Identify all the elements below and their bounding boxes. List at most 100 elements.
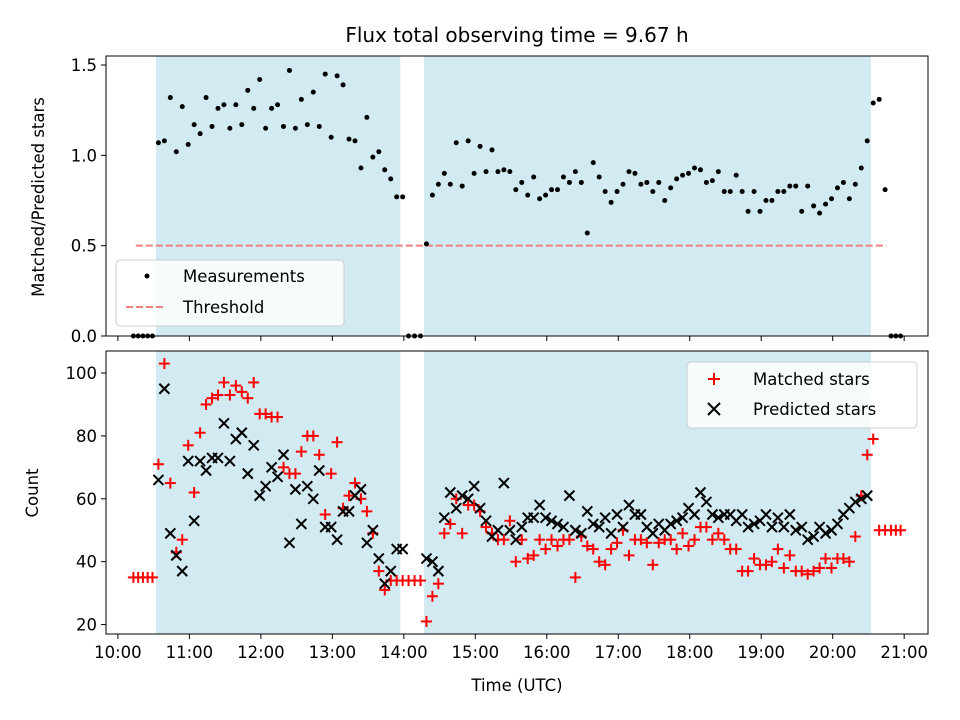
legend-measurement-label: Measurements xyxy=(183,267,305,286)
predicted-star-point xyxy=(325,521,337,533)
measurement-point xyxy=(709,178,715,184)
measurement-point xyxy=(537,196,543,202)
y-tick-label: 0.5 xyxy=(71,237,97,256)
predicted-star-point xyxy=(700,496,713,508)
measurement-point xyxy=(310,89,316,95)
x-b xyxy=(313,464,325,477)
predicted-star-point xyxy=(557,521,570,533)
matched-star-point xyxy=(528,549,540,561)
x-b xyxy=(748,518,760,530)
x-b xyxy=(855,493,867,505)
x-b xyxy=(504,524,516,536)
x-b xyxy=(551,518,564,530)
x-b xyxy=(158,383,171,395)
predicted-star-point xyxy=(355,483,367,496)
x-b xyxy=(194,455,206,467)
predicted-star-point xyxy=(510,533,522,546)
predicted-star-point xyxy=(760,508,772,521)
x-b xyxy=(307,493,319,505)
x-b xyxy=(224,455,236,467)
matched-star-point xyxy=(498,534,510,546)
predicted-star-point xyxy=(200,464,212,477)
x-b xyxy=(271,471,284,483)
measurement-point xyxy=(674,176,680,182)
measurement-point xyxy=(453,140,459,146)
x-b xyxy=(533,499,546,511)
observing-span xyxy=(424,56,871,336)
x-b xyxy=(361,537,373,549)
x-b xyxy=(498,477,510,489)
predicted-star-point xyxy=(462,493,474,505)
y-tick-label: 20 xyxy=(76,616,97,635)
measurement-point xyxy=(292,125,298,131)
measurement-point xyxy=(870,100,876,106)
y-tick-label: 1.5 xyxy=(71,56,97,75)
x-tick-label: 18:00 xyxy=(666,643,714,662)
predicted-star-point xyxy=(242,467,254,480)
predicted-star-point xyxy=(194,455,206,467)
measurement-point xyxy=(852,181,858,187)
matched-star-point xyxy=(343,490,355,502)
predicted-star-point xyxy=(664,518,677,530)
matched-star-point xyxy=(861,449,873,461)
predicted-star-point xyxy=(361,537,373,549)
x-b xyxy=(212,452,224,464)
measurement-point xyxy=(751,188,757,194)
matched-star-point xyxy=(748,553,760,565)
matched-star-point xyxy=(188,487,200,498)
predicted-star-point xyxy=(248,439,260,452)
x-b xyxy=(778,521,790,533)
x-b xyxy=(456,489,468,502)
predicted-star-point xyxy=(533,499,546,511)
predicted-star-point xyxy=(236,427,248,439)
measurement-point xyxy=(370,154,376,160)
x-tick-label: 10:00 xyxy=(94,643,142,662)
predicted-star-point xyxy=(635,508,647,521)
x-b xyxy=(444,486,456,499)
measurement-point xyxy=(358,165,364,171)
matched-star-point xyxy=(635,534,647,546)
measurement-point xyxy=(656,179,662,185)
measurement-point xyxy=(394,194,400,200)
matched-star-point xyxy=(849,531,861,543)
predicted-star-point xyxy=(593,521,605,533)
measurement-point xyxy=(388,176,394,182)
predicted-star-point xyxy=(688,508,701,521)
x-tick-label: 21:00 xyxy=(880,643,928,662)
matched-star-point xyxy=(569,571,581,583)
measurement-point xyxy=(197,131,203,137)
measurement-point xyxy=(513,187,519,193)
matched-star-point xyxy=(742,565,754,577)
measurement-point xyxy=(566,179,572,185)
predicted-star-point xyxy=(331,533,343,546)
predicted-star-point xyxy=(831,518,844,530)
measurement-point xyxy=(721,188,727,194)
matched-star-point xyxy=(665,534,677,546)
x-b xyxy=(373,552,385,565)
x-b xyxy=(176,565,188,577)
matched-star-point xyxy=(671,543,683,555)
predicted-star-point xyxy=(801,533,814,546)
x-b xyxy=(772,511,784,524)
matched-star-point xyxy=(581,540,593,552)
measurement-point xyxy=(161,138,167,144)
predicted-star-point xyxy=(516,521,528,533)
measurement-point xyxy=(787,183,793,189)
x-b xyxy=(283,537,296,549)
matched-star-point xyxy=(599,559,611,571)
matched-star-point xyxy=(456,527,468,539)
x-b xyxy=(539,511,552,524)
predicted-star-point xyxy=(790,524,802,536)
bottom-legend: Matched stars Predicted stars xyxy=(686,361,918,429)
predicted-star-point xyxy=(617,521,629,533)
predicted-star-point xyxy=(706,508,719,521)
measurement-point xyxy=(465,138,471,144)
x-b xyxy=(611,508,623,521)
x-b xyxy=(575,527,588,540)
x-b xyxy=(557,521,570,533)
measurement-point xyxy=(352,138,358,144)
matched-star-point xyxy=(313,449,325,461)
matched-star-point xyxy=(218,376,230,388)
measurement-point xyxy=(793,183,799,189)
predicted-star-point xyxy=(712,511,725,524)
